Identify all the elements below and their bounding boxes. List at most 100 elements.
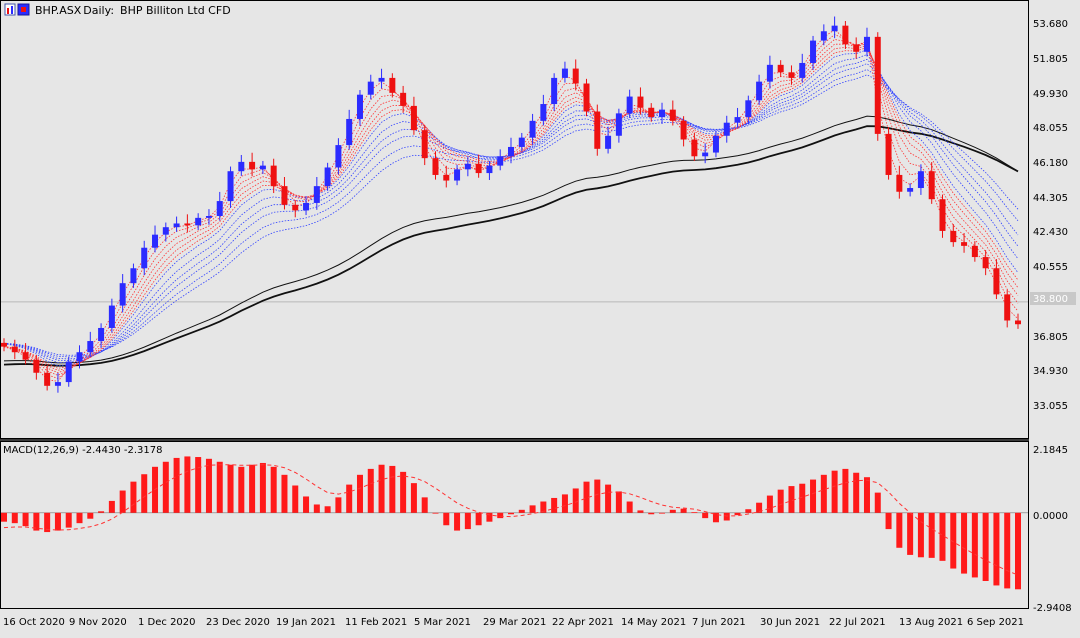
macd-histogram-bar: [76, 512, 83, 524]
macd-histogram-bar: [421, 497, 428, 513]
macd-histogram-bar: [971, 512, 978, 578]
macd-histogram-bar: [410, 483, 417, 513]
candle-body: [572, 68, 579, 84]
macd-histogram-bar: [863, 477, 870, 513]
price-tick-label: 51.805: [1033, 54, 1068, 65]
symbol-name: BHP.ASX: [35, 4, 82, 17]
candle-body: [788, 72, 795, 78]
current-price-label: 38.800: [1033, 294, 1068, 305]
candle-body: [313, 186, 320, 203]
macd-histogram-bar: [389, 465, 396, 513]
macd-histogram-bar: [400, 471, 407, 513]
candle-body: [270, 165, 277, 187]
chart-window-icon-bar: [11, 6, 13, 14]
macd-histogram-bar: [561, 494, 568, 513]
candle-body: [529, 120, 536, 138]
candle-body: [810, 40, 817, 63]
macd-histogram-bar: [486, 512, 493, 522]
chart-window-icon: [4, 3, 16, 16]
macd-histogram-bar: [432, 512, 439, 514]
candle-body: [648, 107, 655, 118]
candle-body: [820, 31, 827, 41]
candle-body: [712, 135, 719, 153]
price-tick-label: 34.930: [1033, 366, 1068, 377]
date-tick-label: 1 Dec 2020: [138, 617, 196, 628]
macd-histogram-bar: [615, 491, 622, 513]
candle-body: [54, 382, 61, 386]
macd-histogram-bar: [475, 512, 482, 526]
candle-body: [723, 122, 730, 136]
macd-histogram-bar: [842, 468, 849, 513]
macd-histogram-bar: [659, 512, 666, 514]
macd-histogram-bar: [853, 472, 860, 513]
macd-histogram-bar: [356, 474, 363, 513]
candle-body: [680, 120, 687, 140]
candle-body: [108, 305, 115, 328]
long-ma-line: [3, 115, 1019, 364]
candle-body: [853, 44, 860, 52]
macd-axis[interactable]: 2.1845 0.0000 -2.9408: [1033, 445, 1072, 614]
candle-body: [33, 359, 40, 373]
macd-histogram-bar: [259, 462, 266, 513]
candle-body: [303, 202, 310, 211]
candle-body: [766, 64, 773, 82]
candle-body: [982, 257, 989, 269]
candle-body: [421, 130, 428, 159]
macd-histogram-bar: [508, 512, 514, 515]
macd-header-label: MACD(12,26,9) -2.4430 -2.3178: [3, 445, 163, 456]
price-panel[interactable]: [0, 16, 1029, 393]
price-tick-label: 36.805: [1033, 332, 1068, 343]
macd-histogram-bar: [119, 490, 126, 513]
candle-body: [961, 242, 968, 246]
price-axis[interactable]: 53.680 51.805 49.930 48.055 46.180 44.30…: [1030, 19, 1076, 412]
macd-panel-frame: [0, 441, 1029, 609]
macd-histogram-bar: [303, 496, 310, 513]
macd-histogram-bar: [518, 509, 525, 513]
symbol-header: BHP.ASX Daily: BHP Billiton Ltd CFD: [4, 3, 231, 17]
date-tick-label: 5 Mar 2021: [414, 617, 471, 628]
macd-histogram-bar: [950, 512, 957, 569]
macd-histogram-bar: [712, 512, 719, 523]
candle-body: [1, 342, 7, 347]
macd-histogram-bar: [885, 512, 892, 530]
macd-histogram-bar: [551, 497, 558, 513]
macd-histogram-bar: [626, 501, 633, 513]
candle-body: [745, 100, 752, 118]
macd-histogram-bar: [982, 512, 989, 581]
candle-body: [454, 169, 461, 181]
macd-histogram-bar: [810, 479, 817, 513]
candle-body: [615, 113, 622, 136]
macd-histogram-bar: [238, 466, 245, 513]
long-term-moving-average: [3, 115, 1019, 367]
candle-body: [443, 174, 450, 181]
candle-body: [259, 165, 266, 170]
macd-histogram-bar: [723, 512, 730, 521]
date-tick-label: 6 Sep 2021: [967, 617, 1024, 628]
candle-body: [335, 145, 342, 168]
candle-body: [464, 163, 471, 170]
candle-body: [389, 77, 396, 93]
candle-body: [65, 361, 72, 383]
macd-histogram-bar: [993, 512, 1000, 586]
macd-panel[interactable]: [0, 456, 1029, 590]
price-tick-label: 48.055: [1033, 123, 1068, 134]
candle-body: [44, 372, 51, 386]
candle-body: [917, 171, 924, 189]
candle-body: [594, 111, 601, 149]
macd-histogram-bar: [87, 512, 94, 519]
macd-histogram-bar: [648, 512, 655, 515]
candle-body: [475, 163, 482, 174]
candle-body: [11, 346, 18, 353]
candlestick-series: [1, 16, 1021, 393]
time-axis[interactable]: 16 Oct 2020 9 Nov 2020 1 Dec 2020 23 Dec…: [3, 617, 1024, 628]
candle-body: [292, 204, 299, 211]
candle-body: [497, 156, 504, 166]
candle-body: [874, 36, 881, 134]
candle-body: [98, 327, 105, 342]
candle-body: [734, 117, 741, 123]
candle-body: [950, 230, 957, 243]
current-price-tag: [1030, 292, 1076, 305]
